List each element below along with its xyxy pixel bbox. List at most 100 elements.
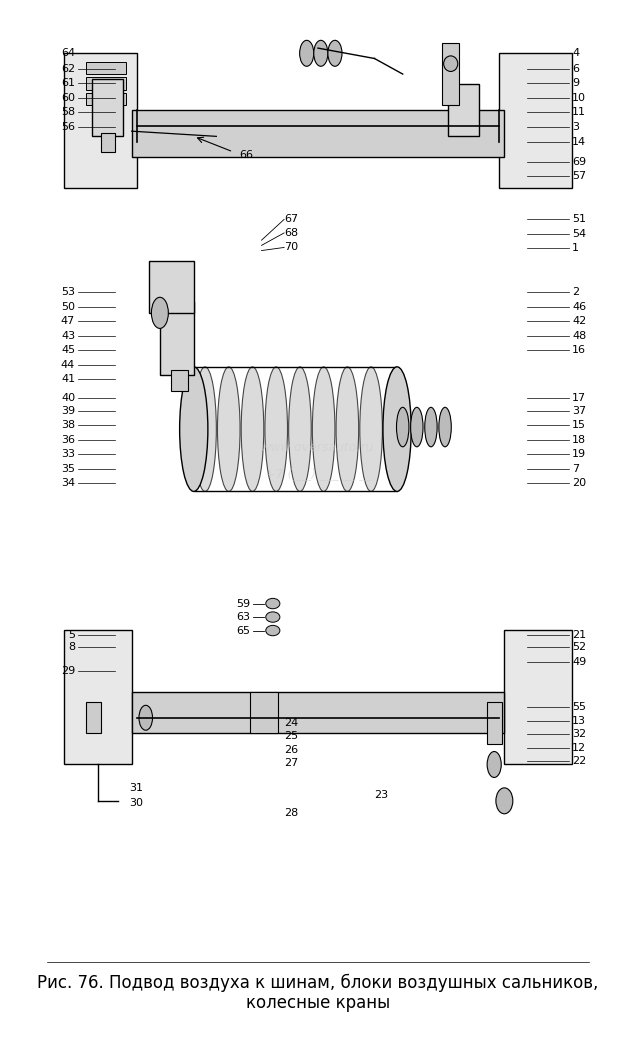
Text: 11: 11 (572, 107, 586, 118)
Text: 48: 48 (572, 331, 586, 340)
Text: 14: 14 (572, 136, 586, 147)
Ellipse shape (312, 366, 335, 491)
Text: 5: 5 (68, 630, 75, 640)
Text: 61: 61 (61, 78, 75, 88)
Bar (100, 133, 114, 152)
Ellipse shape (336, 366, 359, 491)
FancyBboxPatch shape (504, 630, 572, 764)
Text: 27: 27 (284, 759, 298, 768)
Text: 23: 23 (375, 789, 389, 799)
Bar (487, 703, 502, 743)
Ellipse shape (439, 407, 452, 447)
Text: 66: 66 (239, 150, 253, 160)
Ellipse shape (328, 41, 342, 67)
Ellipse shape (411, 407, 423, 447)
Text: 40: 40 (61, 393, 75, 403)
Text: 64: 64 (61, 48, 75, 58)
Text: 49: 49 (572, 657, 586, 666)
Ellipse shape (496, 788, 513, 814)
Ellipse shape (241, 366, 264, 491)
Text: 47: 47 (61, 316, 75, 326)
FancyBboxPatch shape (64, 53, 137, 188)
Text: 12: 12 (572, 743, 586, 753)
FancyBboxPatch shape (86, 93, 126, 105)
Text: 51: 51 (572, 214, 586, 225)
Text: 13: 13 (572, 716, 586, 726)
Text: 69: 69 (572, 157, 586, 168)
FancyBboxPatch shape (64, 630, 132, 764)
Ellipse shape (218, 366, 240, 491)
Ellipse shape (314, 41, 328, 67)
Text: 16: 16 (572, 346, 586, 355)
Bar (442, 43, 459, 105)
Ellipse shape (266, 626, 280, 636)
Text: 10: 10 (572, 93, 586, 103)
Text: Рис. 76. Подвод воздуха к шинам, блоки воздушных сальников,: Рис. 76. Подвод воздуха к шинам, блоки в… (38, 973, 598, 992)
Circle shape (139, 706, 153, 730)
Ellipse shape (179, 366, 208, 491)
Ellipse shape (425, 407, 437, 447)
FancyBboxPatch shape (149, 261, 194, 313)
Text: 30: 30 (129, 797, 143, 808)
Text: 20: 20 (572, 478, 586, 488)
Text: 38: 38 (61, 420, 75, 430)
FancyBboxPatch shape (132, 110, 504, 157)
Text: 67: 67 (284, 214, 298, 225)
Text: 41: 41 (61, 375, 75, 384)
Text: 15: 15 (572, 420, 586, 430)
Text: 63: 63 (236, 612, 250, 623)
Text: 68: 68 (284, 228, 298, 238)
Text: 44: 44 (61, 360, 75, 370)
Text: 65: 65 (236, 626, 250, 636)
Ellipse shape (265, 366, 287, 491)
Text: 1: 1 (572, 244, 579, 254)
Text: 6: 6 (572, 64, 579, 74)
Text: 29: 29 (61, 666, 75, 676)
Ellipse shape (396, 407, 409, 447)
Text: 53: 53 (61, 287, 75, 297)
Text: 62: 62 (61, 64, 75, 74)
Text: колесные краны: колесные краны (246, 994, 390, 1012)
Text: 42: 42 (572, 316, 586, 326)
Text: www.oversauto.ru: www.oversauto.ru (261, 441, 375, 454)
FancyBboxPatch shape (160, 303, 194, 375)
FancyBboxPatch shape (86, 61, 126, 74)
FancyBboxPatch shape (86, 77, 126, 90)
Text: 19: 19 (572, 449, 586, 459)
Bar (448, 84, 479, 136)
Text: 22: 22 (572, 757, 586, 766)
Text: 56: 56 (61, 122, 75, 132)
Text: 24: 24 (284, 718, 298, 728)
Text: 18: 18 (572, 434, 586, 445)
Text: 2: 2 (572, 287, 579, 297)
Bar (92, 79, 123, 136)
Ellipse shape (444, 56, 458, 72)
Ellipse shape (487, 752, 501, 778)
Bar (171, 370, 188, 390)
Text: 7: 7 (572, 463, 579, 474)
Ellipse shape (289, 366, 311, 491)
FancyBboxPatch shape (132, 692, 504, 733)
Ellipse shape (194, 366, 216, 491)
Text: +7 (___) ___ __ __: +7 (___) ___ __ __ (265, 467, 371, 480)
Text: 26: 26 (284, 745, 298, 755)
Text: 4: 4 (572, 48, 579, 58)
Ellipse shape (266, 612, 280, 623)
Text: 50: 50 (61, 302, 75, 311)
Text: 8: 8 (68, 642, 75, 652)
Ellipse shape (360, 366, 382, 491)
Text: 21: 21 (572, 630, 586, 640)
Text: 57: 57 (572, 171, 586, 181)
Text: 52: 52 (572, 642, 586, 652)
Text: 46: 46 (572, 302, 586, 311)
Text: 17: 17 (572, 393, 586, 403)
Text: 59: 59 (236, 599, 250, 609)
Text: 45: 45 (61, 346, 75, 355)
Ellipse shape (383, 366, 411, 491)
Text: 55: 55 (572, 703, 586, 712)
Text: 31: 31 (129, 784, 143, 793)
Circle shape (151, 298, 169, 328)
Text: 35: 35 (61, 463, 75, 474)
FancyBboxPatch shape (250, 692, 279, 733)
FancyBboxPatch shape (499, 53, 572, 188)
